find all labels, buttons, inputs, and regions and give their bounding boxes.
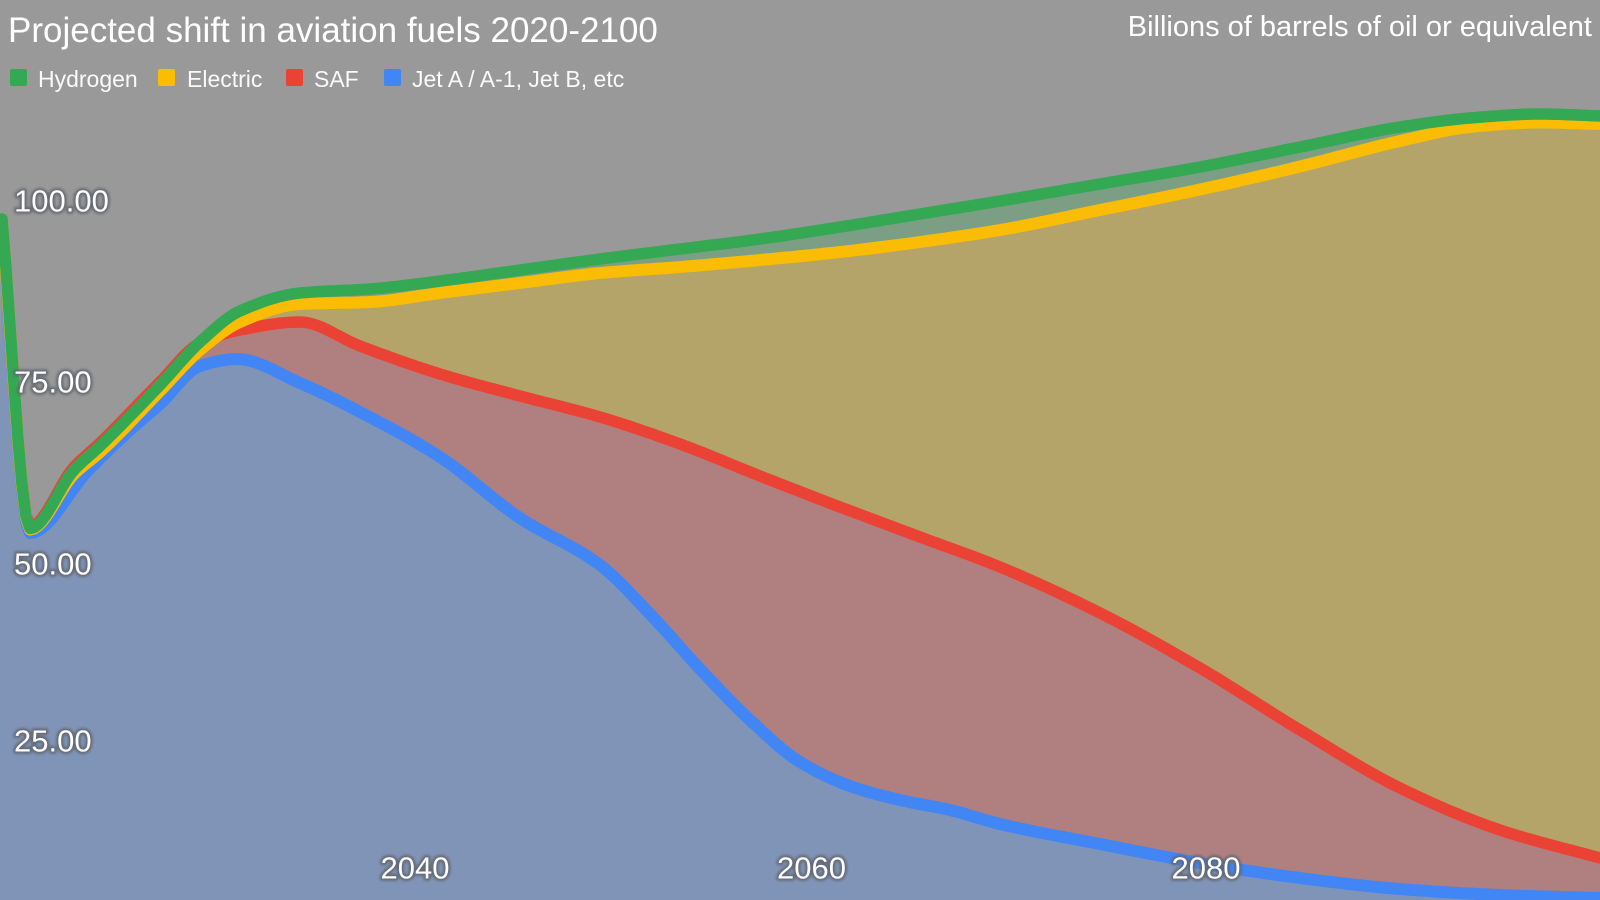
svg-text:2060: 2060 — [777, 851, 846, 886]
svg-text:75.00: 75.00 — [14, 365, 92, 400]
svg-text:75.00: 75.00 — [14, 365, 92, 400]
svg-text:50.00: 50.00 — [14, 547, 92, 582]
svg-text:100.00: 100.00 — [14, 184, 109, 219]
svg-text:25.00: 25.00 — [14, 724, 92, 759]
svg-text:2040: 2040 — [381, 851, 450, 886]
svg-text:50.00: 50.00 — [14, 547, 92, 582]
svg-text:2060: 2060 — [777, 851, 846, 886]
svg-text:2040: 2040 — [381, 851, 450, 886]
svg-text:100.00: 100.00 — [14, 184, 109, 219]
svg-text:2080: 2080 — [1172, 851, 1241, 886]
svg-text:25.00: 25.00 — [14, 724, 92, 759]
svg-text:2080: 2080 — [1172, 851, 1241, 886]
